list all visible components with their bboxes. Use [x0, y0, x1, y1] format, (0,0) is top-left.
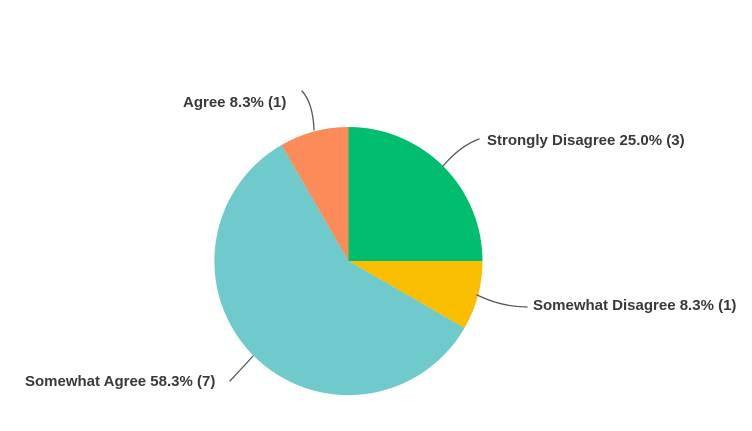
leader-line-somewhat-disagree [476, 294, 528, 308]
pie-slice-strongly-disagree [348, 127, 483, 261]
leader-line-somewhat-agree [229, 355, 254, 382]
leader-line-strongly-disagree [442, 138, 480, 167]
pie-slice-somewhat-disagree [348, 261, 483, 328]
slice-label-agree: Agree 8.3% (1) [183, 94, 287, 111]
slice-label-somewhat-agree: Somewhat Agree 58.3% (7) [25, 373, 216, 390]
pie-slice-agree [281, 127, 349, 261]
slice-label-somewhat-disagree: Somewhat Disagree 8.3% (1) [533, 297, 737, 314]
pie-slice-somewhat-agree [214, 145, 465, 396]
leader-line-agree [301, 90, 315, 131]
slice-label-strongly-disagree: Strongly Disagree 25.0% (3) [487, 132, 685, 149]
